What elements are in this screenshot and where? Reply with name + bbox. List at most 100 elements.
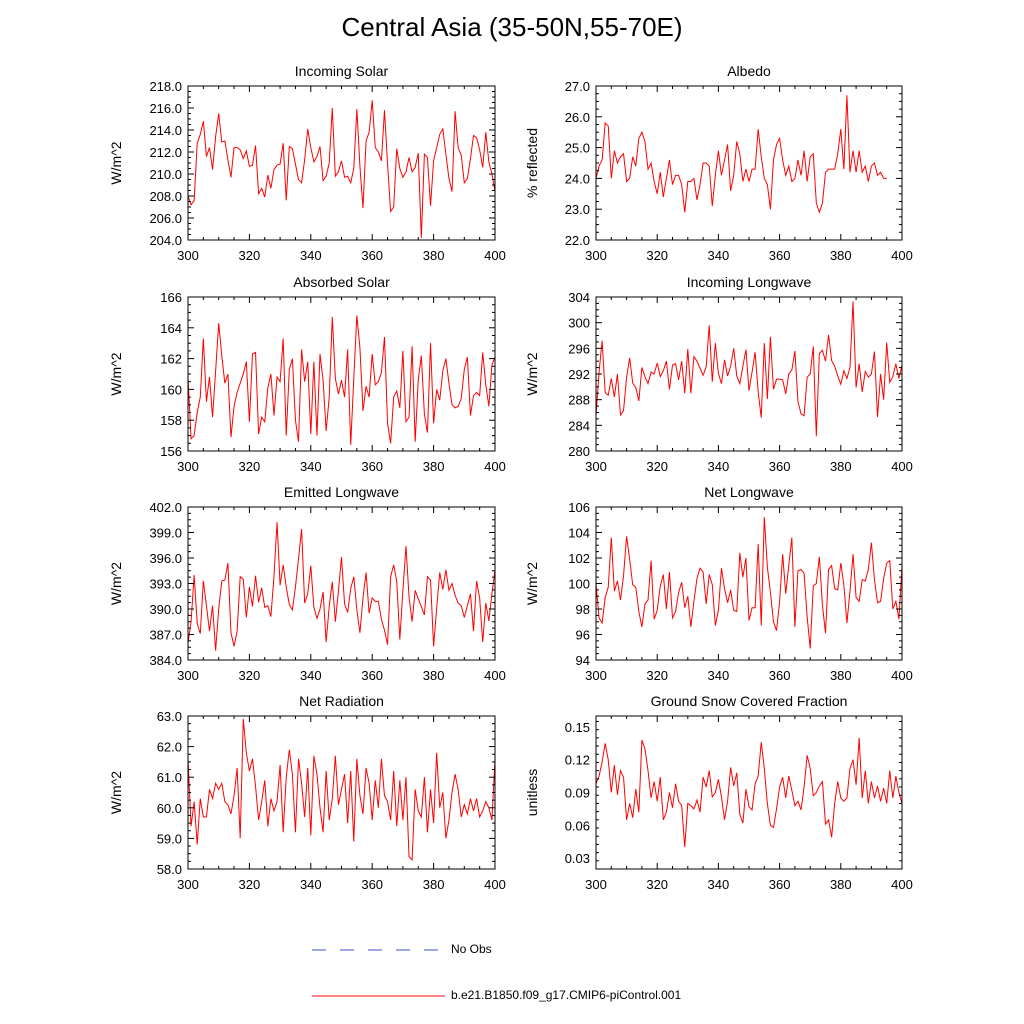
y-tick-label: 393.0 bbox=[149, 577, 182, 592]
x-tick-label: 360 bbox=[361, 459, 383, 474]
x-tick-label: 320 bbox=[646, 668, 668, 683]
y-tick-label: 61.0 bbox=[157, 770, 182, 785]
series-line bbox=[595, 737, 903, 848]
x-tick-label: 380 bbox=[830, 248, 852, 263]
x-tick-label: 320 bbox=[239, 877, 261, 892]
y-tick-label: 304 bbox=[568, 290, 590, 305]
panel-4: 300 320 340 360 380 400 280 284 288 292 296 300 304 I… bbox=[524, 274, 913, 474]
x-tick-label: 320 bbox=[646, 248, 668, 263]
y-tick-label: 402.0 bbox=[149, 500, 182, 515]
y-tick-label: 0.15 bbox=[565, 720, 590, 735]
x-tick-label: 340 bbox=[300, 668, 322, 683]
series-line bbox=[187, 719, 496, 861]
y-tick-label: 58.0 bbox=[157, 862, 182, 877]
x-tick-label: 380 bbox=[830, 877, 852, 892]
y-tick-label: 106 bbox=[568, 500, 590, 515]
y-tick-label: 296 bbox=[568, 341, 590, 356]
x-tick-label: 300 bbox=[585, 248, 607, 263]
series-line bbox=[187, 100, 496, 238]
y-axis-label: W/m^2 bbox=[108, 352, 124, 395]
y-tick-label: 164 bbox=[160, 321, 182, 336]
y-tick-label: 162 bbox=[160, 352, 182, 367]
x-tick-label: 400 bbox=[484, 668, 506, 683]
series-line bbox=[595, 95, 887, 214]
y-tick-label: 22.0 bbox=[565, 233, 590, 248]
y-tick-label: 208.0 bbox=[149, 189, 182, 204]
x-tick-label: 300 bbox=[177, 459, 199, 474]
x-tick-label: 320 bbox=[646, 877, 668, 892]
x-tick-label: 340 bbox=[300, 248, 322, 263]
panel-5: 300 320 340 360 380 400 384.0 387.0 390.0 393.0 39… bbox=[108, 484, 506, 683]
panel-title: Absorbed Solar bbox=[293, 274, 390, 290]
y-axis-label: W/m^2 bbox=[108, 141, 124, 184]
y-tick-label: 98 bbox=[576, 602, 590, 617]
y-tick-label: 390.0 bbox=[149, 602, 182, 617]
y-tick-label: 384.0 bbox=[149, 653, 182, 668]
x-tick-label: 400 bbox=[891, 668, 913, 683]
plot-frame bbox=[595, 715, 903, 870]
y-tick-label: 23.0 bbox=[565, 202, 590, 217]
y-tick-label: 27.0 bbox=[565, 79, 590, 94]
x-tick-label: 400 bbox=[891, 459, 913, 474]
panel-title: Albedo bbox=[727, 63, 771, 79]
panel-title: Ground Snow Covered Fraction bbox=[651, 693, 848, 709]
panel-2: 300 320 340 360 380 400 22.0 23.0 24.0 25.0 26.0 27… bbox=[524, 63, 913, 263]
x-tick-label: 360 bbox=[361, 248, 383, 263]
plot-frame bbox=[595, 506, 903, 661]
panel-3: 300 320 340 360 380 400 156 158 160 162 164 166 Abso… bbox=[108, 274, 506, 474]
y-tick-label: 62.0 bbox=[157, 740, 182, 755]
y-tick-label: 24.0 bbox=[565, 171, 590, 186]
x-tick-label: 360 bbox=[361, 877, 383, 892]
x-tick-label: 360 bbox=[361, 668, 383, 683]
panel-title: Emitted Longwave bbox=[284, 484, 399, 500]
y-tick-label: 0.06 bbox=[565, 818, 590, 833]
x-tick-label: 340 bbox=[300, 459, 322, 474]
panel-6: 300 320 340 360 380 400 94 96 98 100 102 104 106 Net … bbox=[524, 484, 913, 683]
x-tick-label: 340 bbox=[300, 877, 322, 892]
y-tick-label: 218.0 bbox=[149, 79, 182, 94]
y-tick-label: 100 bbox=[568, 577, 590, 592]
y-tick-label: 212.0 bbox=[149, 145, 182, 160]
y-tick-label: 60.0 bbox=[157, 801, 182, 816]
x-tick-label: 300 bbox=[177, 877, 199, 892]
x-tick-label: 400 bbox=[891, 248, 913, 263]
x-tick-label: 300 bbox=[585, 459, 607, 474]
x-tick-label: 400 bbox=[891, 877, 913, 892]
y-axis-label: W/m^2 bbox=[108, 771, 124, 814]
x-tick-label: 340 bbox=[708, 877, 730, 892]
y-axis-label: W/m^2 bbox=[524, 562, 540, 605]
panel-7: 300 320 340 360 380 400 58.0 59.0 60.0 61.0 62.0 63… bbox=[108, 693, 506, 892]
y-tick-label: 160 bbox=[160, 382, 182, 397]
y-tick-label: 94 bbox=[576, 653, 590, 668]
y-axis-label: W/m^2 bbox=[108, 562, 124, 605]
y-tick-label: 0.12 bbox=[565, 753, 590, 768]
y-tick-label: 210.0 bbox=[149, 167, 182, 182]
x-tick-label: 380 bbox=[423, 877, 445, 892]
x-tick-label: 300 bbox=[585, 877, 607, 892]
x-tick-label: 300 bbox=[177, 248, 199, 263]
y-axis-label: unitless bbox=[524, 769, 540, 816]
x-tick-label: 320 bbox=[239, 668, 261, 683]
y-tick-label: 399.0 bbox=[149, 526, 182, 541]
x-tick-label: 340 bbox=[708, 459, 730, 474]
figure-title: Central Asia (35-50N,55-70E) bbox=[341, 12, 683, 42]
y-tick-label: 104 bbox=[568, 526, 590, 541]
x-tick-label: 360 bbox=[769, 668, 791, 683]
x-tick-label: 360 bbox=[769, 248, 791, 263]
x-tick-label: 380 bbox=[830, 459, 852, 474]
x-tick-label: 300 bbox=[177, 668, 199, 683]
x-tick-label: 300 bbox=[585, 668, 607, 683]
y-tick-label: 284 bbox=[568, 418, 590, 433]
x-tick-label: 400 bbox=[484, 459, 506, 474]
y-tick-label: 204.0 bbox=[149, 233, 182, 248]
panel-1: 300 320 340 360 380 400 204.0 206.0 208.0 210.0 21… bbox=[108, 63, 506, 263]
y-tick-label: 206.0 bbox=[149, 211, 182, 226]
panel-title: Net Longwave bbox=[704, 484, 794, 500]
x-tick-label: 340 bbox=[708, 668, 730, 683]
y-tick-label: 292 bbox=[568, 367, 590, 382]
y-tick-label: 387.0 bbox=[149, 628, 182, 643]
y-tick-label: 288 bbox=[568, 393, 590, 408]
y-tick-label: 102 bbox=[568, 551, 590, 566]
